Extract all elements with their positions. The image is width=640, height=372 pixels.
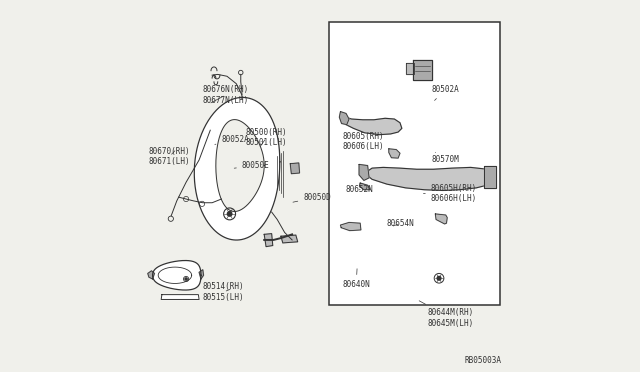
Polygon shape — [291, 163, 300, 174]
Text: 80605H(RH)
80606H(LH): 80605H(RH) 80606H(LH) — [424, 184, 477, 203]
Text: 80605(RH)
80606(LH): 80605(RH) 80606(LH) — [342, 132, 384, 151]
Polygon shape — [435, 214, 447, 224]
Text: 80640N: 80640N — [342, 269, 370, 289]
Text: 80050E: 80050E — [234, 161, 269, 170]
Polygon shape — [339, 112, 349, 125]
Polygon shape — [484, 166, 495, 188]
Polygon shape — [199, 270, 204, 279]
Polygon shape — [148, 271, 154, 279]
Circle shape — [227, 212, 232, 216]
Text: 80644M(RH)
80645M(LH): 80644M(RH) 80645M(LH) — [419, 301, 474, 328]
Text: 80052A: 80052A — [215, 135, 249, 144]
Text: 80514(RH)
80515(LH): 80514(RH) 80515(LH) — [203, 282, 244, 302]
Polygon shape — [161, 295, 199, 299]
Polygon shape — [367, 167, 493, 190]
Polygon shape — [342, 117, 402, 135]
Circle shape — [185, 278, 187, 280]
Polygon shape — [340, 222, 361, 231]
Text: 80050D: 80050D — [293, 193, 331, 202]
Polygon shape — [359, 164, 369, 180]
Polygon shape — [264, 234, 273, 247]
Text: 80570M: 80570M — [431, 153, 460, 164]
Text: 80654N: 80654N — [387, 219, 415, 228]
Text: 80502A: 80502A — [431, 85, 460, 100]
Polygon shape — [216, 120, 264, 211]
Polygon shape — [389, 149, 400, 158]
Circle shape — [437, 276, 441, 280]
Polygon shape — [360, 183, 370, 190]
Polygon shape — [152, 260, 201, 290]
Text: 80652N: 80652N — [346, 185, 373, 194]
Text: 80670(RH)
80671(LH): 80670(RH) 80671(LH) — [149, 147, 191, 166]
Text: RB05003A: RB05003A — [465, 356, 502, 365]
Polygon shape — [413, 60, 431, 80]
Polygon shape — [406, 63, 413, 74]
Bar — [330, 22, 500, 305]
Polygon shape — [281, 235, 298, 243]
Text: 80500(RH)
80501(LH): 80500(RH) 80501(LH) — [246, 128, 287, 147]
Text: 80676N(RH)
80677N(LH): 80676N(RH) 80677N(LH) — [203, 85, 249, 105]
Polygon shape — [195, 97, 280, 240]
